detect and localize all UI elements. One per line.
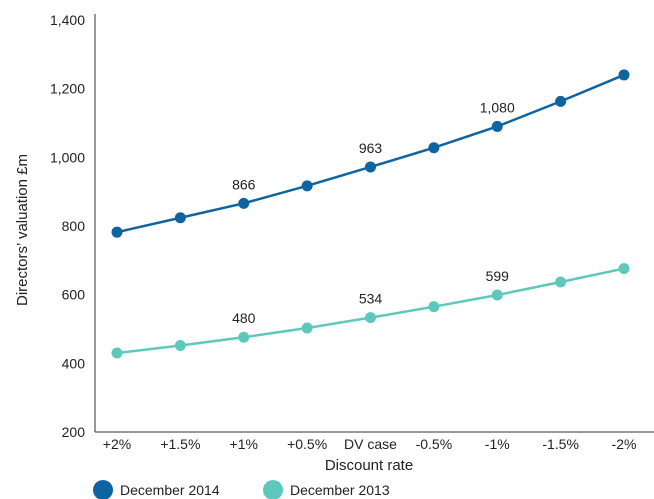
legend-swatch	[93, 480, 113, 499]
data-point	[301, 322, 313, 334]
data-label: 963	[359, 140, 383, 156]
data-point	[238, 197, 250, 209]
data-point	[174, 339, 186, 351]
y-tick-label: 600	[62, 287, 86, 303]
chart-legend: December 2014 December 2013	[93, 480, 390, 499]
chart-axes	[94, 14, 654, 433]
data-point	[174, 212, 186, 224]
data-point	[301, 180, 313, 192]
data-point	[618, 263, 630, 275]
data-label: 866	[232, 176, 256, 192]
x-tick-label: +0.5%	[287, 436, 327, 452]
data-point	[365, 161, 376, 173]
y-tick-label: 1,400	[50, 12, 85, 28]
y-tick-label: 200	[62, 424, 86, 440]
x-tick-label: -2%	[612, 436, 637, 452]
data-point	[365, 312, 376, 324]
legend-label: December 2014	[120, 482, 220, 498]
y-tick-label: 400	[62, 355, 86, 371]
data-label: 480	[232, 310, 256, 326]
x-tick-label: -0.5%	[416, 436, 453, 452]
data-point	[491, 289, 503, 301]
x-tick-label: +2%	[103, 436, 131, 452]
legend-item: December 2014	[93, 480, 220, 499]
data-point	[111, 347, 123, 359]
chart-series: 866 963 1,080 480 534 599	[111, 69, 630, 359]
x-axis-title: Discount rate	[325, 457, 413, 474]
data-point	[111, 226, 123, 238]
data-point	[238, 331, 250, 343]
legend-item: December 2013	[263, 480, 390, 499]
x-tick-label: -1.5%	[542, 436, 579, 452]
x-axis-ticks: +2% +1.5% +1% +0.5% DV case -0.5% -1% -1.5% -2%	[103, 436, 637, 452]
y-tick-label: 800	[62, 218, 86, 234]
legend-label: December 2013	[290, 482, 390, 498]
x-tick-label: +1%	[230, 436, 258, 452]
x-tick-label: DV case	[344, 436, 397, 452]
y-tick-label: 1,200	[50, 81, 85, 97]
data-point	[555, 95, 567, 107]
data-point	[428, 301, 440, 313]
data-point	[555, 276, 567, 288]
y-axis-title: Directors’ valuation £m	[14, 154, 31, 306]
x-tick-label: +1.5%	[160, 436, 200, 452]
data-point	[491, 120, 503, 132]
series-2: 480 534 599	[111, 263, 630, 359]
y-tick-label: 1,000	[50, 149, 85, 165]
series-1: 866 963 1,080	[111, 69, 630, 238]
x-tick-label: -1%	[485, 436, 510, 452]
legend-swatch	[263, 480, 283, 499]
data-point	[618, 69, 630, 81]
y-axis-ticks: 200 400 600 800 1,000 1,200 1,400	[50, 12, 85, 440]
data-label: 1,080	[480, 99, 515, 115]
data-point	[428, 142, 440, 154]
data-label: 599	[486, 268, 510, 284]
series-line	[116, 267, 625, 355]
data-label: 534	[359, 291, 383, 307]
